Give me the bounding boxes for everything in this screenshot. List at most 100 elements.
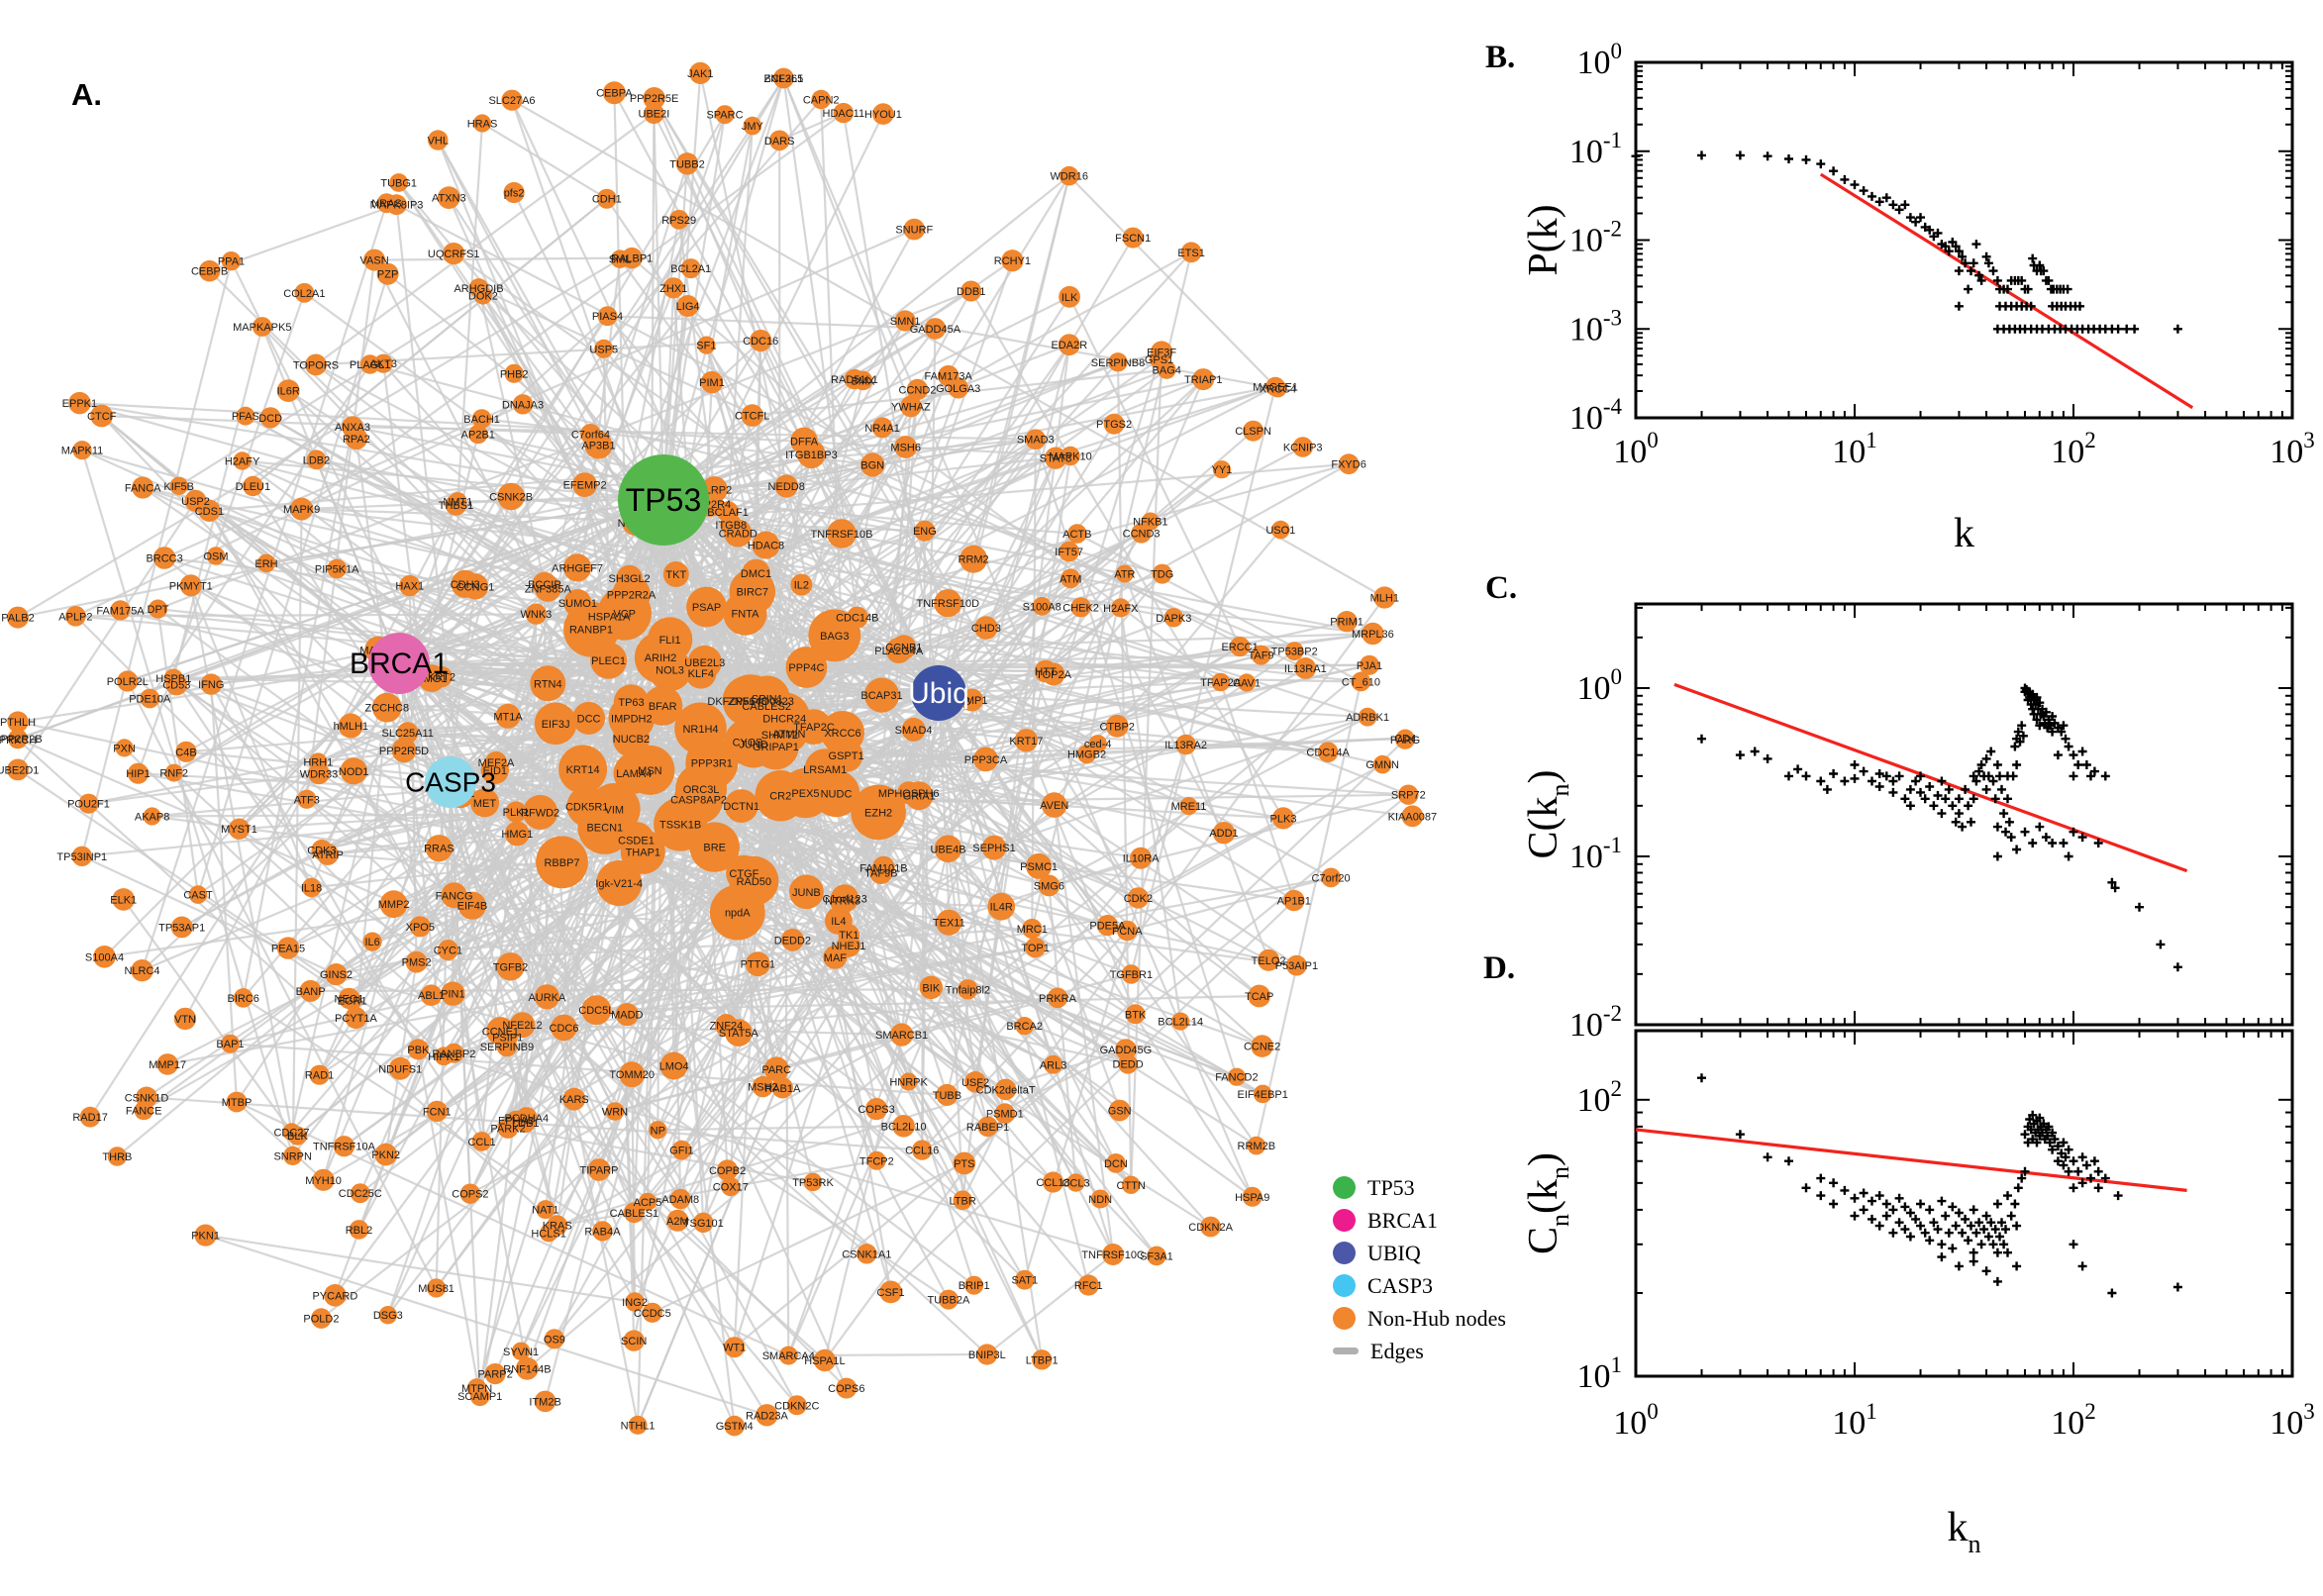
network-node-label: MTPN bbox=[461, 1383, 492, 1395]
network-node-label: GRIA1 bbox=[903, 791, 936, 803]
network-node bbox=[536, 836, 588, 889]
network-node-label: HIP1 bbox=[126, 768, 150, 780]
network-node bbox=[1058, 334, 1080, 356]
legend-label: BRCA1 bbox=[1367, 1207, 1438, 1233]
network-node bbox=[693, 1212, 714, 1234]
network-node-label: MEF2A bbox=[478, 757, 515, 769]
network-node bbox=[1180, 242, 1202, 263]
network-node-label: PXN bbox=[113, 743, 136, 754]
network-node bbox=[745, 951, 770, 977]
network-node-label: ARIH2 bbox=[645, 652, 676, 664]
network-node bbox=[134, 1100, 153, 1121]
network-node-label: CDC14A bbox=[1306, 748, 1350, 759]
network-node bbox=[638, 1192, 657, 1211]
network-node-label: SMARCA4 bbox=[762, 1350, 815, 1362]
network-node-label: CRADD bbox=[719, 529, 758, 541]
network-node-label: CDC14B bbox=[836, 613, 878, 625]
network-node bbox=[471, 1132, 492, 1151]
network-node-label: ACTB bbox=[1062, 529, 1091, 541]
network-node-label: THBS1 bbox=[439, 500, 473, 512]
svg-text:100: 100 bbox=[1577, 664, 1623, 707]
network-node-label: TUBB2 bbox=[669, 158, 704, 170]
network-node-label: FSCN1 bbox=[1115, 233, 1151, 245]
network-node-label: PPA1 bbox=[218, 256, 245, 268]
svg-text:100: 100 bbox=[1577, 39, 1623, 81]
network-node-label: NEDD8 bbox=[768, 481, 805, 493]
network-node-label: JAK1 bbox=[687, 68, 713, 80]
plot-panel-c: 100 10-1 10-2 C(kn​) bbox=[1521, 602, 2294, 1044]
network-node bbox=[890, 1023, 914, 1047]
network-node-label: RANBP2 bbox=[432, 1048, 475, 1060]
network-node-label: TOPORS bbox=[293, 359, 339, 371]
network-node bbox=[1247, 1136, 1266, 1155]
network-node-label: DKFZP564O0823 bbox=[707, 696, 793, 708]
network-node bbox=[743, 116, 762, 136]
network-node bbox=[934, 835, 962, 863]
network-node bbox=[441, 882, 467, 909]
network-node bbox=[1127, 887, 1150, 909]
plot-frame bbox=[1634, 602, 2294, 1027]
network-node-label: CDK2 bbox=[1124, 893, 1153, 905]
network-node-label: BMX bbox=[852, 375, 876, 387]
network-nodes bbox=[7, 61, 1424, 1437]
network-node bbox=[668, 209, 689, 230]
network-node-label: CSF1 bbox=[877, 1287, 905, 1299]
network-node-label: MRC1 bbox=[1017, 924, 1048, 936]
network-node-label: CTCFL bbox=[735, 411, 769, 423]
network-node-label: ADRBK1 bbox=[1346, 712, 1389, 724]
network-node bbox=[1171, 1012, 1190, 1031]
network-node-label: RAD50 bbox=[737, 876, 771, 888]
network-node bbox=[724, 789, 758, 823]
network-node-label: BCAP31 bbox=[860, 690, 902, 702]
network-node-label: TNFRSF10A bbox=[313, 1142, 376, 1153]
network-node bbox=[338, 987, 360, 1010]
network-node-label: VCP bbox=[613, 609, 636, 621]
network-node-label: PARP2 bbox=[477, 1369, 512, 1381]
network-node bbox=[587, 1158, 611, 1181]
network-node-label: IFNG bbox=[198, 679, 224, 691]
network-node-label: YWHAZ bbox=[891, 402, 931, 414]
svg-text:Cn​(kn​): Cn​(kn​) bbox=[1521, 1152, 1574, 1254]
svg-text:101: 101 bbox=[1832, 428, 1877, 470]
hub-tp53: TP53 bbox=[618, 454, 709, 546]
network-node-label: HCLS1 bbox=[531, 1228, 565, 1240]
network-node-label: TUBG1 bbox=[380, 178, 417, 190]
network-node bbox=[169, 476, 188, 495]
network-node-label: ING2 bbox=[622, 1297, 648, 1309]
plot-ticks bbox=[1635, 604, 2293, 1026]
plot-ticks bbox=[1635, 61, 2293, 419]
network-node-label: TP53INP1 bbox=[56, 851, 107, 863]
network-node-label: UBE2D1 bbox=[0, 764, 39, 776]
network-node bbox=[427, 1278, 447, 1298]
network-node-label: TEX11 bbox=[933, 918, 965, 930]
network-node bbox=[1251, 645, 1271, 665]
network-node-label: SMARCB1 bbox=[875, 1030, 928, 1042]
network-node bbox=[863, 677, 900, 713]
network-node-label: BCL2L10 bbox=[881, 1121, 927, 1133]
network-node-label: DEDD2 bbox=[774, 935, 811, 947]
network-node bbox=[616, 564, 643, 592]
network-node-label: PEA15 bbox=[271, 944, 305, 955]
network-node-label: KIF5B bbox=[163, 481, 194, 493]
network-node-label: CHEK2 bbox=[1062, 602, 1099, 614]
network-node bbox=[596, 188, 617, 209]
legend-label: TP53 bbox=[1367, 1174, 1415, 1200]
network-node-label: PLA2G4A bbox=[874, 646, 924, 657]
svg-text:10-1: 10-1 bbox=[1569, 833, 1622, 875]
svg-text:kn​: kn​ bbox=[1947, 1505, 1980, 1558]
network-node bbox=[405, 950, 428, 973]
network-node bbox=[297, 789, 317, 809]
network-node-label: PBK bbox=[407, 1045, 430, 1056]
network-node-label: TAF9 bbox=[1248, 650, 1273, 662]
network-node-label: RAD51L1 bbox=[831, 374, 878, 386]
network-node bbox=[349, 1220, 369, 1240]
network-node bbox=[164, 763, 183, 782]
network-node-label: MAGEE1 bbox=[1253, 382, 1298, 394]
network-node-label: PRIM1 bbox=[1330, 617, 1364, 629]
network-node bbox=[649, 1121, 667, 1140]
network-node-label: IL13RA1 bbox=[1284, 663, 1327, 675]
network-node bbox=[781, 928, 804, 951]
network-node bbox=[1103, 413, 1125, 435]
network-node bbox=[811, 89, 831, 110]
network-node-label: DARS bbox=[764, 136, 795, 148]
